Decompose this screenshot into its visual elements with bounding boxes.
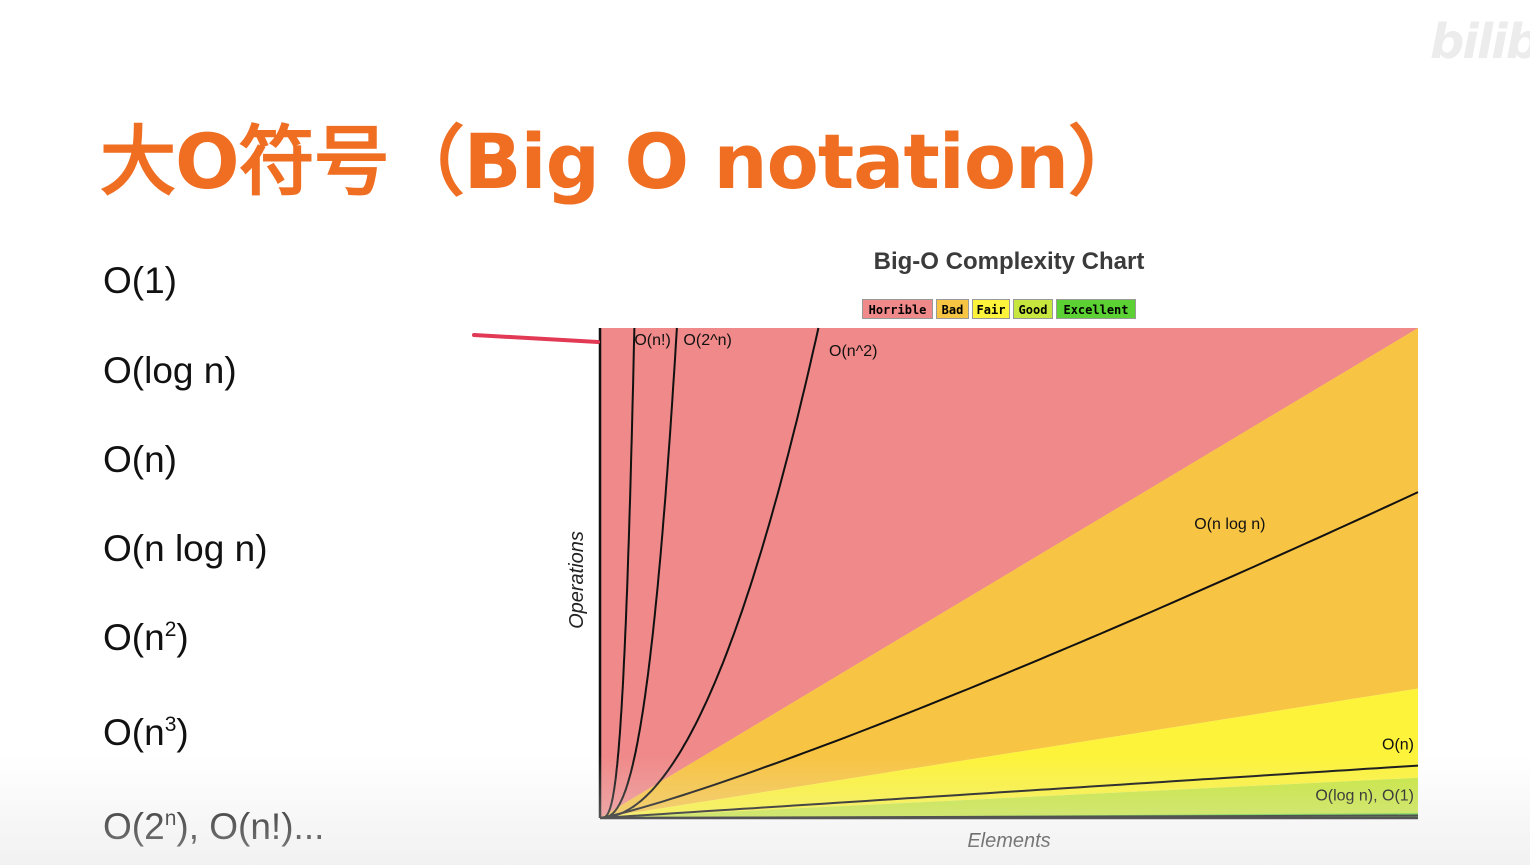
legend-entry: Bad	[936, 299, 969, 319]
series-label: O(n^2)	[829, 343, 877, 360]
chart-title: Big-O Complexity Chart	[873, 248, 1145, 275]
watermark-logo: bilibili	[1430, 14, 1530, 70]
legend-entry: Excellent	[1056, 299, 1136, 319]
y-axis-label: Operations	[566, 531, 588, 629]
series-label: O(log n), O(1)	[1315, 787, 1414, 804]
complexity-item: O(n log n)	[103, 528, 268, 569]
complexity-item: O(1)	[103, 260, 177, 301]
chart-regions	[600, 328, 1418, 818]
legend-entry: Horrible	[862, 299, 933, 319]
complexity-item: O(n3)	[103, 712, 189, 753]
series-label: O(n!)	[634, 332, 670, 349]
region-bad	[600, 328, 1418, 818]
series-label: O(2^n)	[683, 332, 731, 349]
legend-entry: Fair	[972, 299, 1010, 319]
pointer-stroke	[472, 333, 600, 344]
complexity-item: O(n)	[103, 439, 177, 480]
complexity-item: O(log n)	[103, 350, 237, 391]
slide-title: 大O符号（Big O notation）	[100, 117, 1144, 206]
series-label: O(n log n)	[1194, 516, 1265, 533]
series-label: O(n)	[1382, 736, 1414, 753]
x-axis-label: Elements	[967, 830, 1050, 852]
complexity-item: O(n2)	[103, 617, 189, 658]
legend-entry: Good	[1013, 299, 1053, 319]
